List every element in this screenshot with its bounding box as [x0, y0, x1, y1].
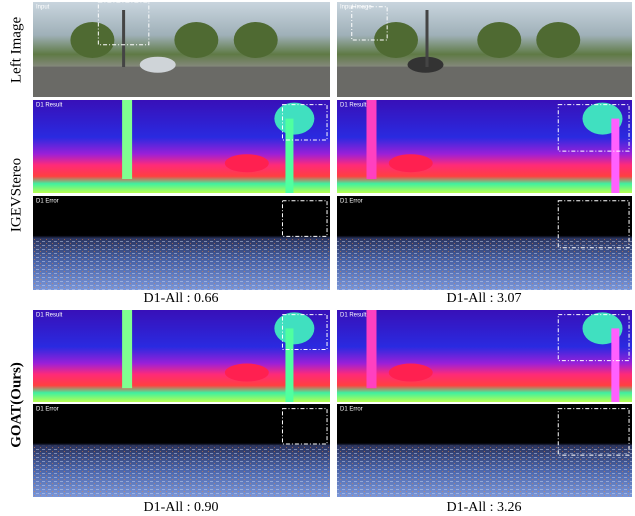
error-noise — [337, 238, 632, 290]
pole — [367, 100, 377, 179]
row-label: GOAT(Ours) — [8, 362, 24, 448]
image-panel: Input Image — [337, 2, 632, 97]
pole — [426, 10, 429, 67]
caption: D1-All : 3.07 — [446, 291, 521, 306]
caption: D1-All : 0.66 — [143, 291, 218, 306]
car — [140, 57, 176, 73]
tree — [70, 22, 114, 58]
pole — [122, 100, 132, 179]
panel-tag: D1 Error — [36, 199, 59, 205]
panel-tag: Input Image — [340, 5, 372, 11]
tree — [174, 22, 218, 58]
car — [225, 154, 269, 172]
image-panel: D1 Result — [33, 310, 330, 402]
panel-tag: D1 Result — [340, 313, 367, 319]
image-panel: D1 Result — [337, 100, 632, 193]
error-noise — [337, 446, 632, 497]
panel-tag: D1 Result — [36, 313, 63, 319]
panel-tag: D1 Error — [340, 199, 363, 205]
panel-tag: D1 Error — [36, 407, 59, 413]
tree — [274, 312, 314, 344]
row-label: IGEVStereo — [8, 158, 24, 232]
panel-tag: D1 Result — [36, 103, 63, 109]
caption: D1-All : 0.90 — [143, 500, 218, 515]
trunk — [611, 119, 619, 193]
road — [33, 67, 330, 97]
figure: Left Image IGEVStereo GOAT(Ours) D1-All … — [0, 0, 635, 516]
car — [225, 364, 269, 382]
trunk — [285, 119, 293, 193]
pole — [122, 310, 132, 388]
tree — [477, 22, 521, 58]
panel-tag: D1 Result — [340, 103, 367, 109]
panel-tag: Input — [36, 5, 50, 11]
row-label: Left Image — [8, 17, 24, 84]
car — [389, 364, 433, 382]
image-panel: D1 Error — [337, 404, 632, 497]
car — [389, 154, 433, 172]
image-panel: D1 Result — [337, 310, 632, 402]
trunk — [285, 328, 293, 402]
image-panel: D1 Error — [33, 404, 330, 497]
image-panel: D1 Error — [33, 196, 330, 290]
image-panel: D1 Error — [337, 196, 632, 290]
tree — [234, 22, 278, 58]
image-panel: Input — [33, 2, 330, 97]
pole — [122, 10, 125, 67]
tree — [536, 22, 580, 58]
tree — [274, 103, 314, 135]
image-panel: D1 Result — [33, 100, 330, 193]
trunk — [611, 328, 619, 402]
error-noise — [33, 446, 330, 497]
road — [337, 67, 632, 97]
pole — [367, 310, 377, 388]
caption: D1-All : 3.26 — [446, 500, 521, 515]
panel-tag: D1 Error — [340, 407, 363, 413]
error-noise — [33, 238, 330, 290]
